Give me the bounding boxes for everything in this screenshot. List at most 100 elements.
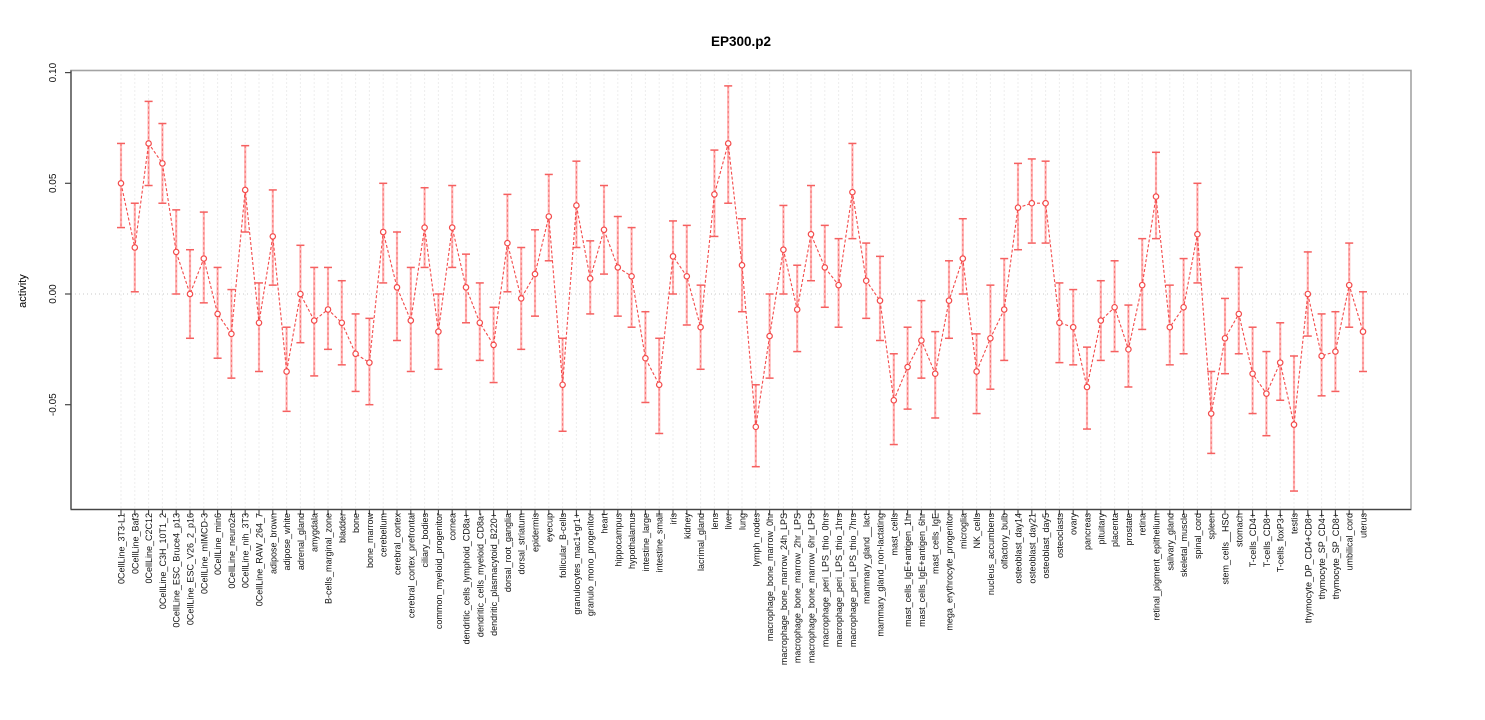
- data-point: [131, 244, 139, 251]
- data-point: [614, 264, 622, 271]
- data-point: [228, 330, 235, 338]
- x-tick-label: lacrimal_gland: [696, 513, 706, 571]
- x-tick-labels: 0CellLine_3T3-L1 0CellLine_Baf3 0CellLine_…: [117, 513, 1369, 666]
- data-point: [807, 230, 815, 238]
- x-tick-label: spleen: [1207, 513, 1217, 540]
- data-point: [918, 337, 925, 344]
- data-point: [1069, 323, 1077, 331]
- x-tick-label: salivary_gland: [1165, 513, 1175, 571]
- data-point: [545, 213, 553, 220]
- x-tick-label: lens: [710, 513, 720, 530]
- x-tick-label: hippocampus: [613, 513, 623, 567]
- x-tick-label: 0CellLine_C2C12: [144, 513, 154, 584]
- x-tick-label: cornea: [448, 513, 458, 541]
- data-point: [393, 284, 401, 291]
- data-point: [1000, 306, 1008, 313]
- data-point: [352, 350, 359, 358]
- x-tick-label: eyecup: [544, 513, 554, 542]
- y-tick-label: 0.05: [48, 173, 59, 193]
- x-tick-label: skeletal_muscle: [1179, 513, 1189, 577]
- x-tick-label: osteoblast_day5: [1041, 513, 1051, 579]
- x-tick-label: kidney: [682, 513, 692, 540]
- data-point: [697, 323, 704, 331]
- data-point: [255, 319, 263, 327]
- x-tick-label: 0CellLine_Baf3: [130, 513, 140, 574]
- data-point: [1125, 346, 1132, 353]
- x-tick-label: thymocyte_SP_CD8+: [1331, 513, 1341, 599]
- data-point: [283, 368, 290, 375]
- data-point: [186, 290, 194, 298]
- x-tick-label: 0CellLine_nih_3T3: [241, 513, 251, 588]
- x-tick-label: NK_cells: [972, 513, 982, 549]
- data-point: [338, 319, 346, 327]
- data-point: [876, 297, 884, 304]
- data-point: [600, 226, 608, 234]
- x-tick-label: nucleus_accumbens: [986, 513, 996, 596]
- x-tick-label: thymocyte_SP_CD4+: [1317, 513, 1327, 599]
- data-point: [407, 317, 415, 324]
- x-tick-label: 0CellLine_ESC_Bruce4_p13: [172, 513, 182, 628]
- data-point: [1111, 303, 1118, 311]
- data-point: [738, 261, 746, 269]
- data-point: [1235, 310, 1243, 318]
- x-tick-label: prostate: [1124, 513, 1134, 546]
- x-tick-label: 0CellLine_RAW_264_7: [255, 513, 265, 606]
- data-point: [476, 319, 484, 327]
- x-tick-label: lymph_nodes: [751, 513, 761, 567]
- data-point: [821, 264, 829, 271]
- data-point: [269, 233, 277, 240]
- x-tick-label: ovary: [1069, 513, 1079, 536]
- x-tick-label: bone_marrow: [365, 513, 375, 569]
- x-tick-label: pituitary: [1096, 513, 1106, 545]
- data-point: [1083, 383, 1091, 391]
- data-point: [1221, 334, 1229, 342]
- x-tick-label: spinal_cord: [1193, 513, 1203, 559]
- x-tick-label: 0CellLine_min6: [213, 513, 223, 575]
- data-point: [573, 202, 580, 209]
- data-point: [1263, 390, 1270, 397]
- x-tick-label: osteoclasts: [1055, 513, 1065, 559]
- x-tick-label: mast_cells_IgE+antigen_6hr: [917, 513, 927, 627]
- x-tick-label: T-cells_foxP3+: [1276, 513, 1286, 572]
- x-tick-label: intestine_small: [655, 513, 665, 573]
- x-tick-label: intestine_large: [641, 513, 651, 572]
- data-point: [448, 224, 456, 231]
- data-point: [1056, 319, 1063, 327]
- x-tick-label: uterus: [1359, 513, 1369, 539]
- data-point: [1180, 303, 1187, 311]
- x-tick-label: umbilical_cord: [1345, 513, 1355, 571]
- x-tick-label: 0CellLine_ESC_V26_2_p16: [186, 513, 196, 625]
- data-point: [214, 310, 221, 318]
- x-tick-label: adrenal_gland: [296, 513, 306, 570]
- x-tick-label: common_myeloid_progenitor: [434, 513, 444, 629]
- x-tick-label: T-cells_CD4+: [1248, 513, 1258, 567]
- data-point: [159, 160, 166, 167]
- data-point: [1166, 323, 1174, 331]
- x-tick-label: B-cells_marginal_zone: [324, 513, 334, 604]
- data-point: [655, 381, 663, 389]
- data-point: [724, 140, 732, 147]
- error-bar: [1234, 266, 1243, 355]
- data-point: [559, 381, 566, 389]
- x-tick-label: amygdala: [310, 513, 320, 552]
- x-tick-label: thymocyte_DP_CD4+CD8+: [1303, 513, 1313, 623]
- x-tick-label: testis: [1290, 513, 1300, 535]
- data-point: [973, 368, 980, 375]
- data-point: [172, 248, 180, 256]
- data-point: [1276, 359, 1284, 366]
- data-point: [324, 306, 332, 313]
- x-tick-label: 0CellLine_C3H_10T1_2: [158, 513, 168, 609]
- data-point: [945, 297, 953, 304]
- error-bar: [1124, 304, 1133, 388]
- x-tick-label: heart: [600, 513, 610, 534]
- x-tick-label: adipose_brown: [268, 513, 278, 574]
- x-tick-label: macrophage_peri_LPS_thio_1hrs: [834, 513, 844, 648]
- x-tick-label: liver: [724, 513, 734, 530]
- data-point: [297, 290, 304, 298]
- x-tick-label: follicular_B-cells: [558, 513, 568, 579]
- x-tick-label: 0CellLine_mIMCD-3: [199, 513, 209, 594]
- data-point: [1249, 370, 1256, 378]
- data-point: [421, 224, 428, 231]
- data-point: [987, 334, 994, 342]
